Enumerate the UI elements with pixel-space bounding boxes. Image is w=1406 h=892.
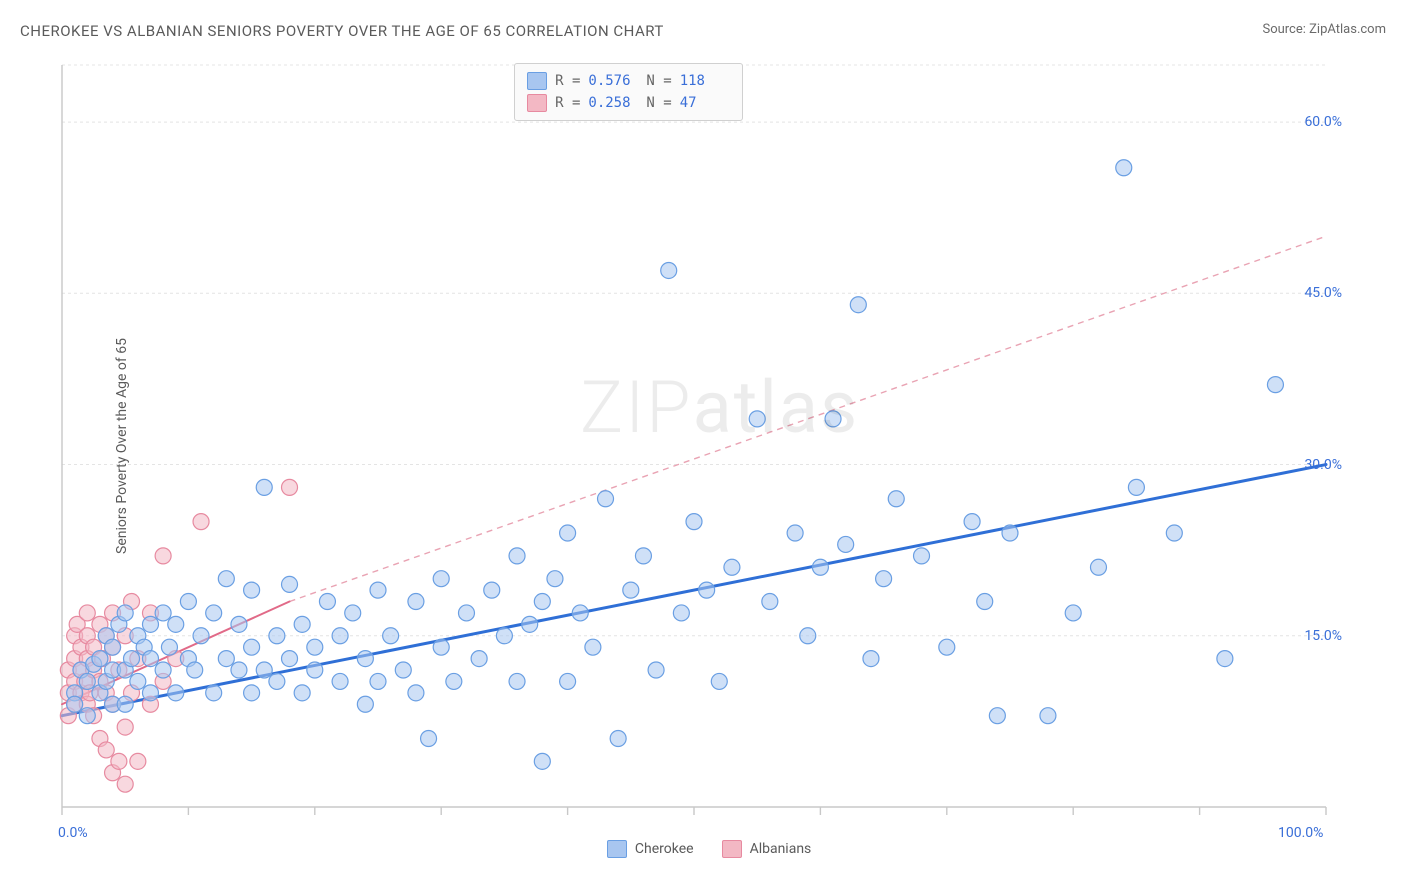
series-legend: Cherokee Albanians (607, 840, 811, 858)
legend-swatch (527, 94, 547, 112)
legend-label: Albanians (750, 841, 812, 857)
correlation-legend: R =0.576N =118R =0.258N =47 (514, 63, 743, 121)
n-value: 47 (680, 95, 730, 111)
y-tick-label: 45.0% (1304, 285, 1342, 301)
r-value: 0.258 (588, 95, 638, 111)
legend-label: Cherokee (635, 841, 694, 857)
chart-title: CHEROKEE VS ALBANIAN SENIORS POVERTY OVE… (20, 22, 664, 40)
y-tick-label: 30.0% (1304, 457, 1342, 473)
y-tick-label: 60.0% (1304, 114, 1342, 130)
legend-swatch (527, 72, 547, 90)
legend-item: Cherokee (607, 840, 694, 858)
plot-area: ZIPatlas R =0.576N =118R =0.258N =47 Che… (50, 55, 1376, 862)
chart-container: CHEROKEE VS ALBANIAN SENIORS POVERTY OVE… (0, 0, 1406, 892)
r-value: 0.576 (588, 73, 638, 89)
legend-item: Albanians (722, 840, 812, 858)
y-tick-label: 15.0% (1304, 628, 1342, 644)
source-link[interactable]: ZipAtlas.com (1309, 22, 1386, 37)
source-attribution: Source: ZipAtlas.com (1262, 22, 1386, 37)
n-value: 118 (680, 73, 730, 89)
legend-swatch (722, 840, 742, 858)
scatter-plot-svg (50, 55, 1376, 862)
x-tick-label: 100.0% (1278, 825, 1323, 841)
x-tick-label: 0.0% (58, 825, 88, 841)
correlation-legend-row: R =0.258N =47 (527, 92, 730, 114)
source-prefix: Source: (1262, 22, 1309, 37)
correlation-legend-row: R =0.576N =118 (527, 70, 730, 92)
legend-swatch (607, 840, 627, 858)
